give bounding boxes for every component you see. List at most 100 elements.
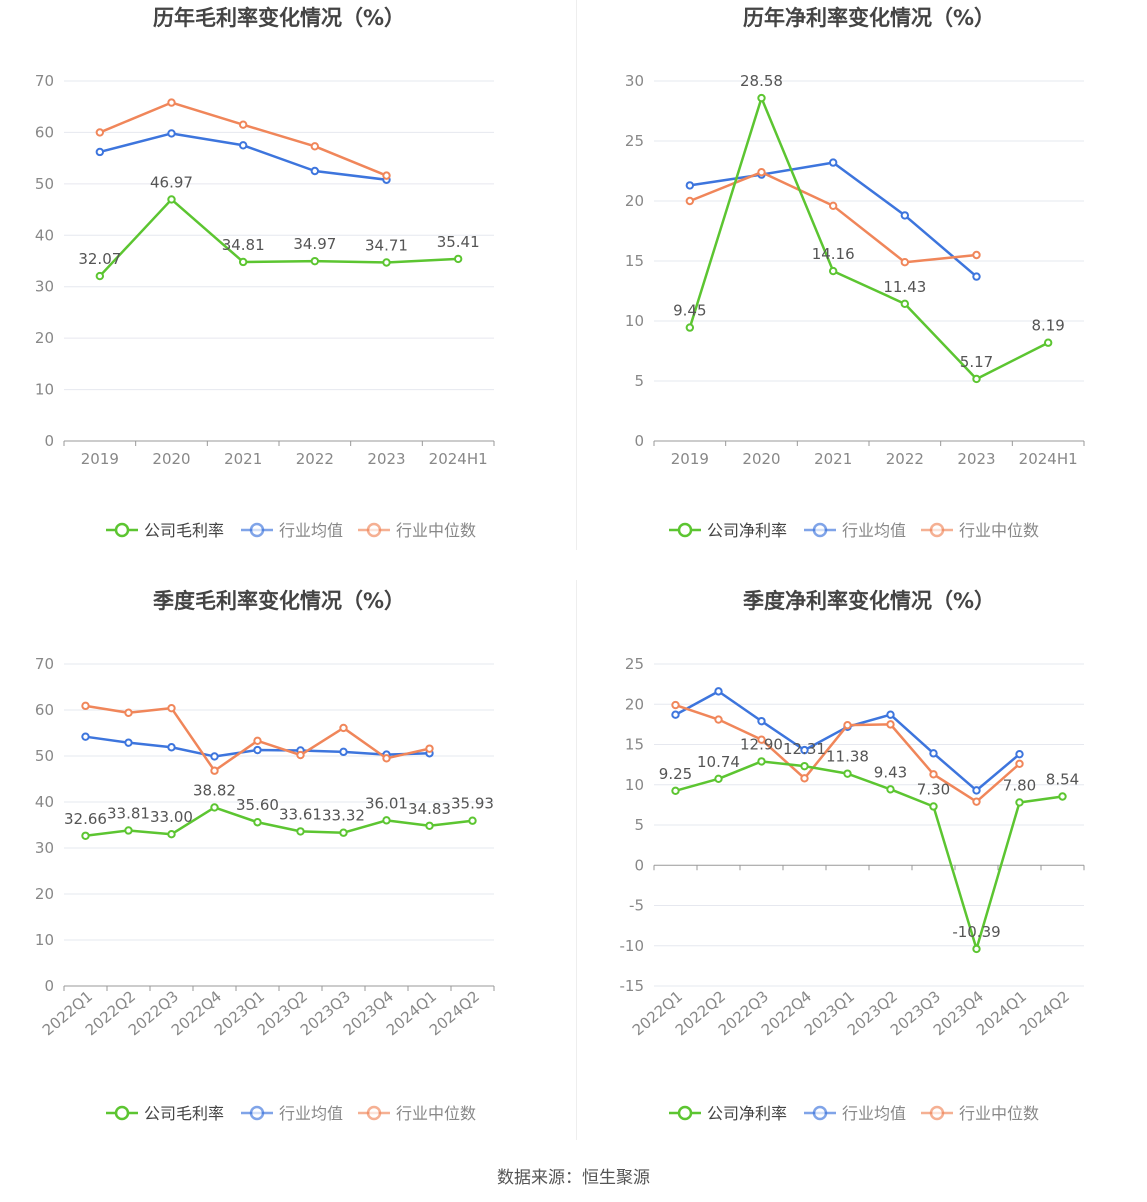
legend-item: 行业中位数	[358, 1104, 476, 1123]
data-point	[929, 770, 938, 779]
series-line	[99, 101, 387, 177]
chart-panel-quarterly-gross-margin: 季度毛利率变化情况（%） 0 10 20 30 40 50 60 70 2022Q1 2022Q2 2…	[0, 583, 573, 1143]
y-tick-label: 20	[625, 695, 644, 713]
y-tick-label: 20	[35, 329, 54, 347]
data-point	[339, 723, 348, 733]
y-tick-label: 0	[44, 977, 54, 995]
x-tick-label: 2024H1	[429, 450, 488, 468]
data-point	[382, 754, 391, 763]
chart-svg: 季度毛利率变化情况（%）0102030405060702022Q12022Q22…	[35, 589, 495, 1123]
data-point	[757, 168, 766, 177]
data-label: 9.43	[874, 763, 907, 781]
data-label: 28.58	[740, 72, 783, 90]
data-point	[757, 716, 766, 726]
y-tick-label: 60	[35, 701, 54, 719]
data-point	[1015, 749, 1024, 759]
legend-item: 公司净利率	[669, 521, 787, 540]
chart-panel-annual-net-margin: 历年净利率变化情况（%） 0 5 10 15 20 25 30 2019 2020 2021 2022…	[580, 0, 1147, 560]
data-label: 5.17	[960, 353, 993, 371]
legend-label: 公司毛利率	[144, 1104, 224, 1123]
y-tick-label: 30	[625, 72, 644, 90]
data-label: 34.71	[365, 236, 408, 254]
legend-marker	[812, 522, 828, 538]
data-label: 7.30	[917, 780, 950, 798]
legend-item: 行业均值	[804, 521, 906, 540]
data-point	[886, 710, 895, 719]
data-point	[339, 828, 348, 837]
legend-label: 公司净利率	[707, 521, 787, 540]
legend-item: 公司毛利率	[106, 521, 224, 540]
data-point	[800, 774, 809, 783]
y-tick-label: 25	[625, 132, 644, 150]
data-point	[1043, 338, 1053, 347]
y-tick-label: 20	[35, 885, 54, 903]
data-label: 34.83	[408, 800, 451, 818]
legend-marker	[677, 522, 693, 538]
data-point	[468, 816, 477, 825]
data-point	[210, 766, 219, 775]
data-point	[210, 803, 219, 812]
data-point	[425, 821, 434, 830]
data-label: 34.97	[293, 235, 336, 253]
data-point	[238, 141, 248, 150]
legend-item: 行业均值	[241, 521, 343, 540]
data-point	[95, 147, 105, 157]
legend-label: 公司净利率	[707, 1104, 787, 1123]
data-point	[95, 128, 105, 137]
data-point	[253, 745, 262, 755]
data-point	[972, 272, 981, 281]
data-point	[1058, 792, 1067, 801]
data-label: 14.16	[812, 245, 855, 263]
legend-item: 行业均值	[804, 1104, 906, 1123]
data-label: 9.25	[659, 765, 692, 783]
data-point	[81, 732, 90, 741]
y-tick-label: -5	[629, 897, 644, 915]
data-point	[1015, 759, 1024, 769]
data-label: 35.60	[236, 796, 279, 814]
series-line	[688, 96, 1049, 381]
legend-label: 行业均值	[842, 1104, 906, 1123]
chart-svg: 历年毛利率变化情况（%） 0 10 20 30 40 50 60 70 2019 2020 2021 2…	[35, 6, 495, 540]
y-tick-label: 20	[625, 192, 644, 210]
panel-divider-bottom	[576, 580, 577, 1140]
data-point	[167, 830, 176, 839]
data-point	[900, 299, 910, 309]
x-tick-label: 2019	[81, 450, 119, 468]
data-point	[843, 720, 852, 730]
legend-marker	[366, 522, 382, 538]
data-point	[167, 743, 176, 752]
data-point	[900, 258, 910, 267]
y-tick-label: 70	[35, 655, 54, 673]
data-point	[671, 710, 680, 719]
x-tick-label: 2022	[296, 450, 334, 468]
chart-panel-quarterly-net-margin: 季度净利率变化情况（%） -15 -10 -5 0 5 10 15 20 25 2022Q1 2022…	[580, 583, 1147, 1143]
chart-title: 历年净利率变化情况（%）	[743, 6, 995, 30]
x-tick-label: 2023	[957, 450, 995, 468]
data-point	[828, 201, 838, 211]
data-point	[167, 195, 176, 204]
data-point	[296, 750, 305, 760]
x-tick-label: 2024H1	[1019, 450, 1078, 468]
data-point	[800, 745, 809, 755]
legend-label: 行业均值	[279, 521, 343, 540]
data-point	[714, 687, 723, 696]
data-label: 8.54	[1046, 771, 1079, 789]
legend-label: 行业中位数	[396, 521, 476, 540]
legend-label: 行业均值	[279, 1104, 343, 1123]
chart-title: 季度毛利率变化情况（%）	[153, 589, 405, 613]
data-point	[124, 826, 133, 835]
y-tick-label: 5	[634, 816, 644, 834]
data-label: 32.66	[64, 810, 107, 828]
chart-title: 季度净利率变化情况（%）	[743, 589, 995, 613]
x-tick-label: 2023	[367, 450, 405, 468]
data-point	[828, 266, 838, 276]
data-point	[685, 196, 695, 206]
legend-item: 行业中位数	[358, 521, 476, 540]
y-tick-label: 10	[35, 931, 54, 949]
data-point	[167, 703, 176, 713]
data-point	[900, 211, 910, 220]
data-label: 35.93	[451, 795, 494, 813]
data-label: 33.61	[279, 805, 322, 823]
y-tick-label: 30	[35, 278, 54, 296]
data-point	[800, 761, 809, 771]
